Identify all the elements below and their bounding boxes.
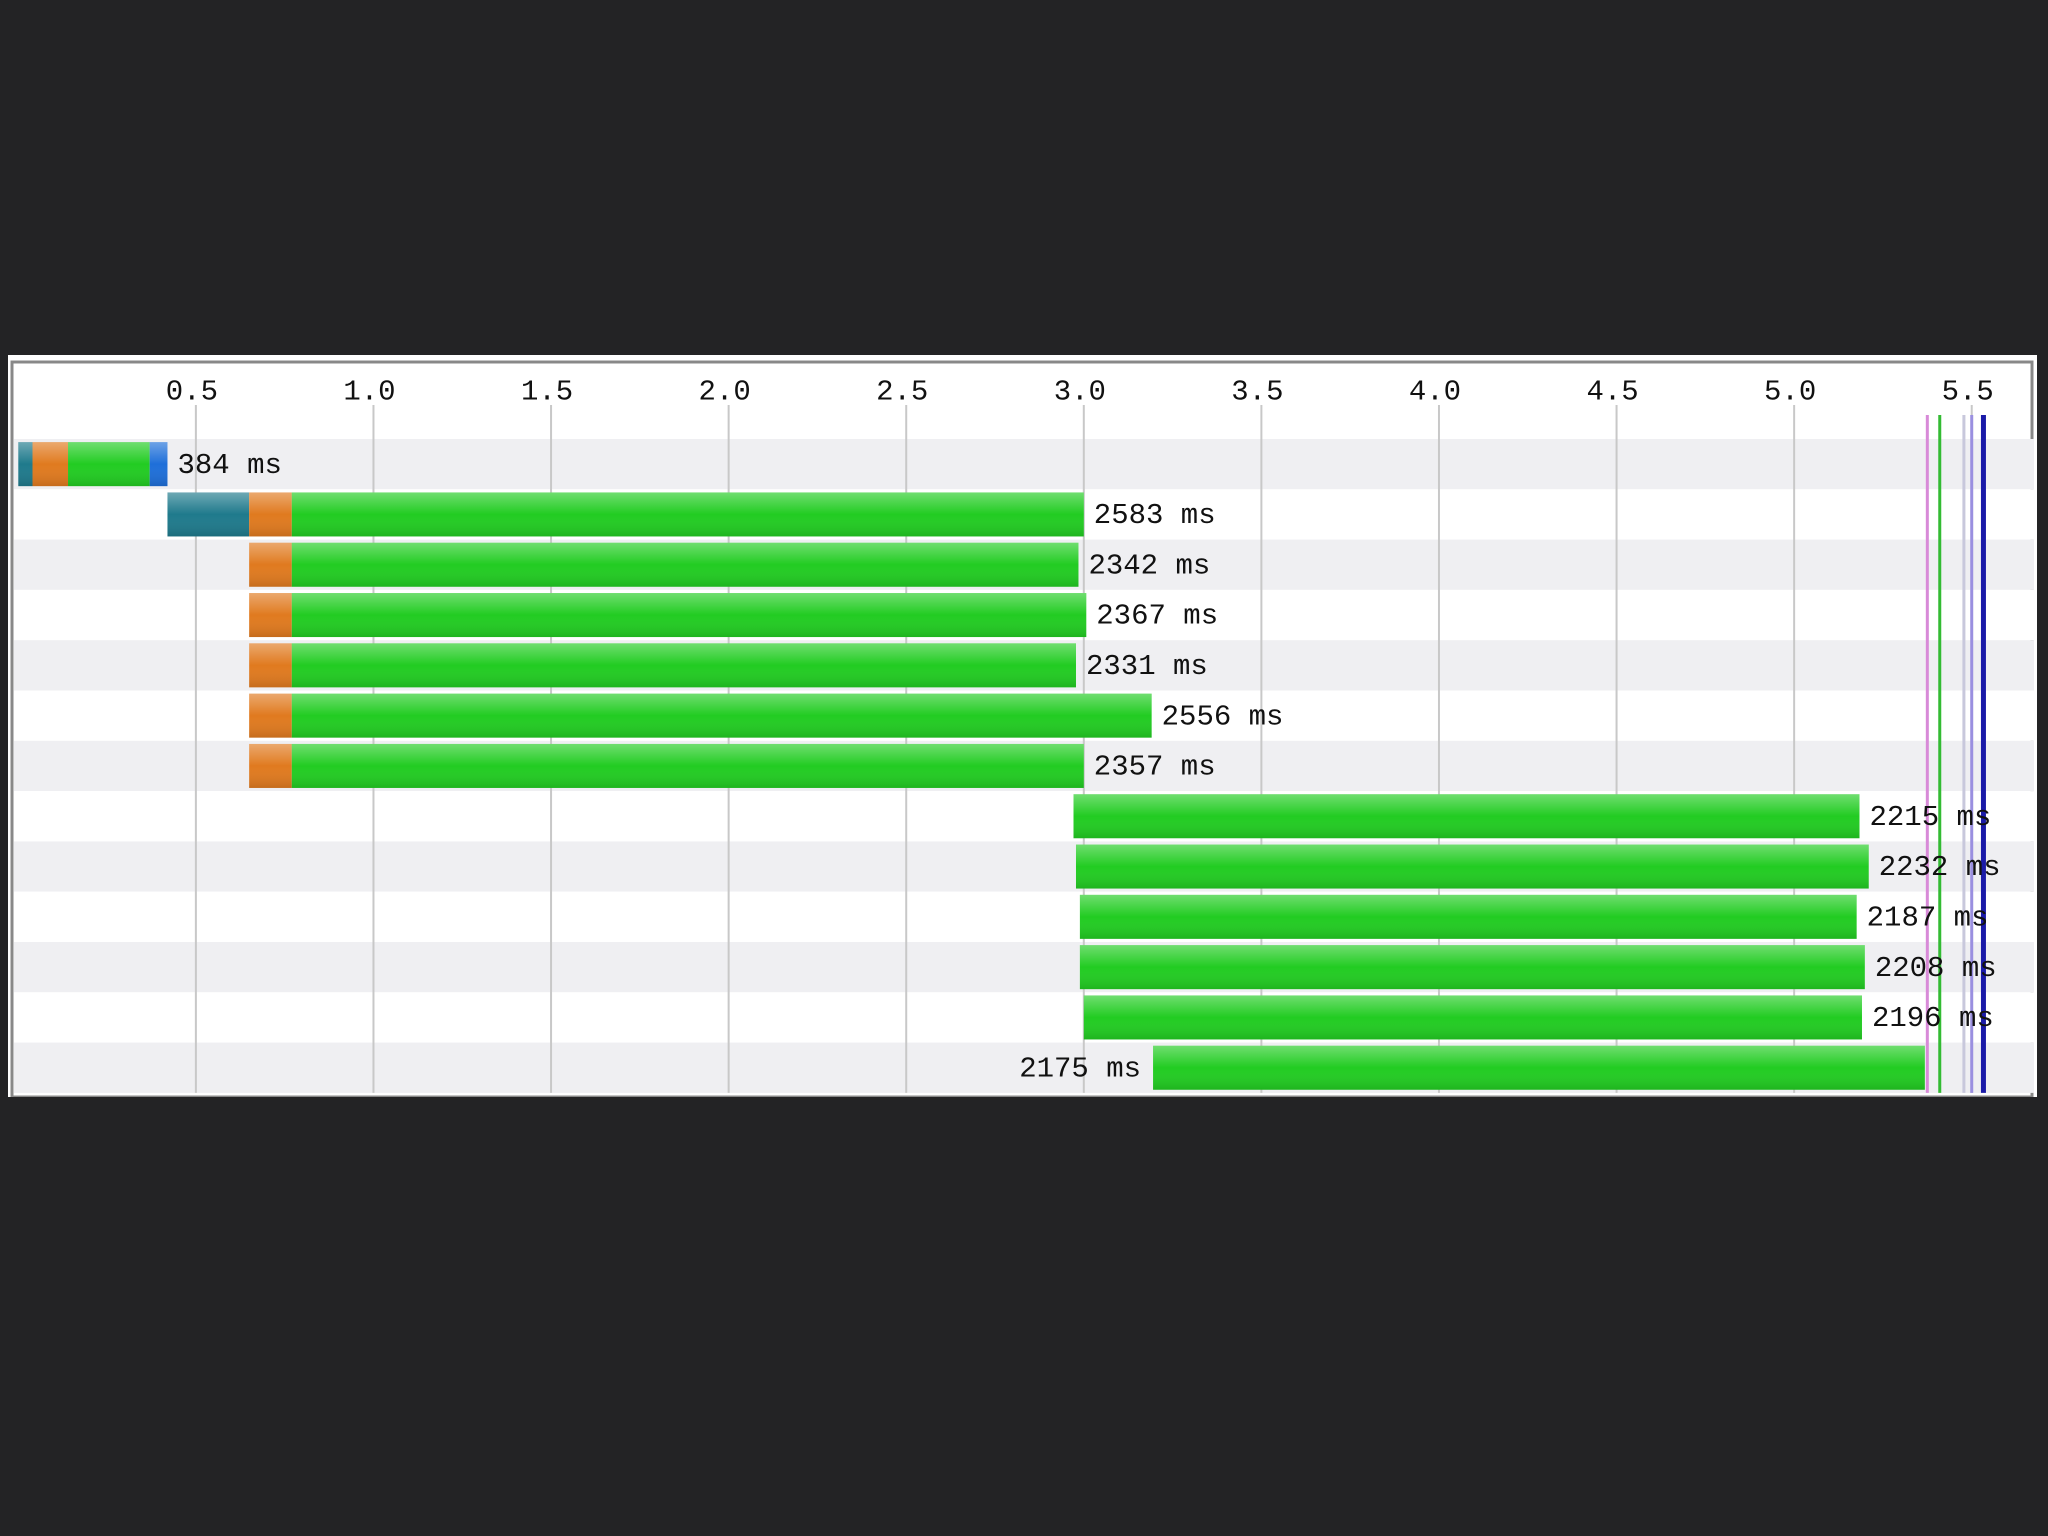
duration-label: 2342 ms bbox=[1088, 549, 1210, 582]
x-tick-label: 3.5 bbox=[1231, 376, 1283, 409]
duration-label: 2331 ms bbox=[1086, 650, 1208, 683]
bar-shine bbox=[291, 542, 1079, 587]
x-tick-label: 2.0 bbox=[699, 376, 751, 409]
x-tick-label: 5.0 bbox=[1764, 376, 1816, 409]
bar-shine bbox=[1083, 995, 1862, 1040]
x-tick-label: 1.5 bbox=[521, 376, 573, 409]
bar-shine bbox=[149, 442, 168, 487]
duration-label: 2187 ms bbox=[1867, 902, 1989, 935]
bar-shine bbox=[68, 442, 150, 487]
duration-label: 2367 ms bbox=[1096, 600, 1218, 633]
x-tick-label: 4.0 bbox=[1409, 376, 1461, 409]
row-background bbox=[14, 439, 2034, 490]
x-tick-label: 3.0 bbox=[1054, 376, 1106, 409]
bar-shine bbox=[249, 593, 292, 638]
bar-shine bbox=[291, 743, 1084, 788]
duration-label: 2357 ms bbox=[1094, 751, 1216, 784]
duration-label: 2232 ms bbox=[1879, 851, 2001, 884]
bar-shine bbox=[249, 542, 292, 587]
bar-shine bbox=[291, 693, 1152, 738]
bar-shine bbox=[1073, 794, 1860, 839]
bar-shine bbox=[249, 643, 292, 688]
bar-shine bbox=[249, 693, 292, 738]
x-tick-label: 2.5 bbox=[876, 376, 928, 409]
bar-shine bbox=[249, 743, 292, 788]
duration-label: 2196 ms bbox=[1872, 1002, 1994, 1035]
bar-shine bbox=[1079, 894, 1857, 939]
bar-shine bbox=[249, 492, 292, 537]
bar-shine bbox=[291, 492, 1084, 537]
bars: 384 ms 2583 ms 2342 ms 2367 ms 2331 ms 2556 m… bbox=[18, 442, 2001, 1090]
duration-label: 384 ms bbox=[177, 449, 281, 482]
bottom-frame bbox=[0, 1097, 2048, 1536]
x-tick-label: 5.5 bbox=[1942, 376, 1994, 409]
duration-label: 2208 ms bbox=[1875, 952, 1997, 985]
duration-label: 2583 ms bbox=[1094, 499, 1216, 532]
bar-shine bbox=[291, 593, 1087, 638]
duration-label: 2556 ms bbox=[1162, 700, 1284, 733]
duration-label: 2215 ms bbox=[1869, 801, 1991, 834]
x-tick-label: 0.5 bbox=[166, 376, 218, 409]
bar-shine bbox=[167, 492, 250, 537]
bar-shine bbox=[1079, 945, 1865, 990]
x-tick-label: 4.5 bbox=[1586, 376, 1638, 409]
bar-shine bbox=[1153, 1045, 1925, 1090]
bar-shine bbox=[1075, 844, 1869, 889]
bar-shine bbox=[291, 643, 1076, 688]
bar-shine bbox=[32, 442, 69, 487]
x-tick-label: 1.0 bbox=[343, 376, 395, 409]
bar-shine bbox=[18, 442, 33, 487]
duration-label: 2175 ms bbox=[1019, 1052, 1141, 1085]
